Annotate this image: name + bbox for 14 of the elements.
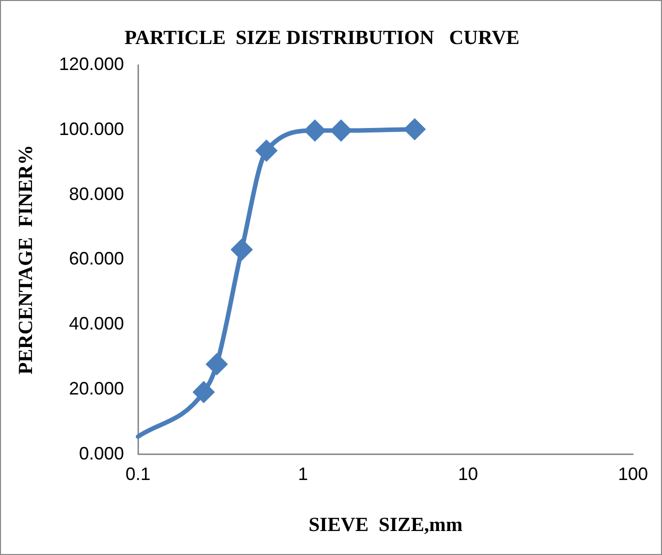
x-axis-title: SIEVE SIZE,mm [308, 514, 463, 536]
x-tick-label: 1 [298, 464, 308, 484]
chart-title: PARTICLE SIZE DISTRIBUTION CURVE [124, 27, 520, 50]
y-tick-label: 80.000 [69, 184, 124, 204]
y-tick-label: 0.000 [79, 443, 124, 464]
x-tick-label: 100 [618, 464, 648, 484]
x-tick-label: 10 [458, 464, 478, 484]
y-tick-label: 60.000 [69, 248, 124, 269]
y-tick-label: 20.000 [69, 378, 124, 398]
y-tick-label: 40.000 [69, 314, 124, 334]
x-tick-label: 0.1 [126, 464, 151, 484]
y-axis-title: PERCENTAGE FINER% [15, 144, 38, 375]
y-tick-label: 100.000 [58, 118, 124, 139]
y-tick-label: 120.000 [58, 54, 124, 74]
